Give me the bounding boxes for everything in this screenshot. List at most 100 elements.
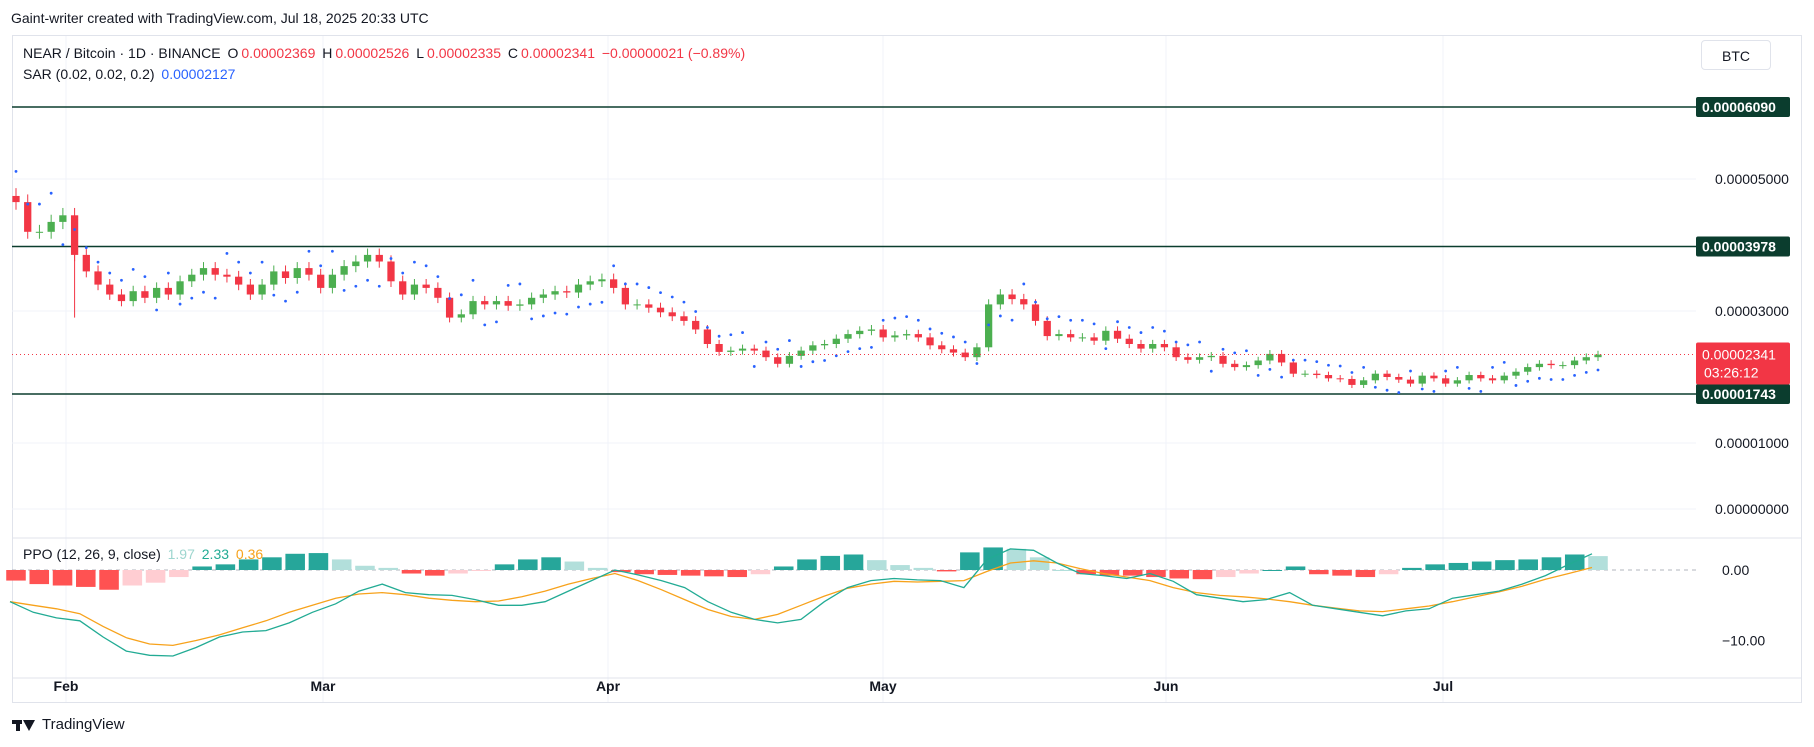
candle-body [1547,363,1555,366]
symbol-label[interactable]: NEAR / Bitcoin · 1D · BINANCE [23,45,221,61]
candle-body [1137,344,1145,349]
sar-dot [178,302,182,306]
footer-brand[interactable]: TradingView [12,716,125,733]
sar-dot [1479,389,1483,393]
candle-body [1266,353,1274,361]
sar-dot [1256,373,1260,377]
sar-dot [225,252,229,255]
sar-dot [377,284,381,288]
sar-dot [108,271,112,275]
sar-dot [659,291,662,295]
sar-dot [1327,363,1330,367]
sar-dot [1338,364,1342,368]
ppo-histogram-bar [843,554,864,570]
candle-body [949,349,958,353]
ppo-histogram-bar [1471,561,1492,570]
candle-body [1359,380,1368,385]
sar-dot [975,362,979,365]
ppo-histogram-bar [1425,564,1445,570]
open-value: 0.00002369 [241,45,316,61]
currency-unit-button[interactable]: BTC [1701,40,1771,70]
candle-body [527,297,536,305]
candle-body [973,347,981,358]
sar-dot [1057,315,1061,319]
candle-body [24,202,32,232]
candle-body [692,320,700,330]
candle-body [445,297,454,318]
footer-brand-label: TradingView [42,716,125,733]
sar-dot [1069,318,1073,322]
ppo-histogram-bar [541,557,561,570]
ppo-histogram-bar [6,570,26,581]
ppo-histogram-bar [1122,570,1143,576]
ppo-histogram-bar [262,557,282,570]
sar-label[interactable]: SAR (0.02, 0.02, 0.2) [23,66,155,82]
sar-dot [963,340,967,344]
sar-dot [1127,326,1131,329]
high-label: H [322,45,333,61]
candle-body [12,195,20,203]
candle-body [1535,363,1544,368]
sar-dot [1444,369,1448,373]
ppo-histogram-bar [378,567,399,570]
time-axis-tick-label: Feb [54,678,79,694]
sar-dot [284,299,287,303]
sar-dot [612,264,616,268]
candle-body [621,287,629,305]
ppo-histogram-bar [401,570,422,574]
sar-dot [518,282,522,286]
sar-dot [1561,378,1565,381]
candle-body [235,276,243,285]
sar-dot [331,249,334,253]
candle-body [1031,304,1040,321]
sar-dot [1409,369,1412,373]
candle-body [1582,357,1590,361]
sar-dot [729,333,733,337]
ppo-label[interactable]: PPO (12, 26, 9, close) [23,546,161,562]
ppo-histogram-bar [145,570,166,583]
tradingview-logo-icon [12,718,38,732]
sar-dot [354,284,358,288]
ppo-histogram-bar [192,566,212,570]
sar-dot [694,310,698,313]
ppo-histogram-bar [1239,570,1259,574]
time-axis-tick-label: Jun [1154,678,1179,694]
candle-body [1207,355,1215,358]
sar-dot [1174,340,1178,344]
sar-dot [1245,349,1248,353]
candle-body [879,329,887,338]
level-price-tag-label: 0.00001743 [1702,386,1776,402]
sar-dot [1186,343,1190,347]
sar-dot [870,346,873,349]
candle-body [809,345,817,351]
sar-dot [858,347,862,351]
candle-body [926,337,934,346]
candle-body [1090,337,1098,341]
sar-dot [1420,387,1424,391]
sar-dot [1373,385,1377,389]
ppo-histogram-bar [1588,556,1608,570]
candle-body [1254,360,1262,366]
sar-dot [811,360,815,364]
candle-body [188,274,196,282]
sar-dot [987,323,991,327]
sar-dot [799,365,803,368]
price-axis-tick-label: 0.00003000 [1715,303,1789,319]
candle-body [1512,371,1520,376]
ppo-histogram-bar [1099,570,1120,576]
sar-dot [834,354,838,358]
candle-body [47,221,55,232]
ppo-histogram-bar [1169,570,1190,579]
candle-body [656,307,665,313]
candle-body [1324,375,1333,379]
sar-dot [1584,370,1588,374]
ppo-histogram-bar [1332,570,1352,576]
candle-body [317,274,325,288]
time-axis-tick-label: Mar [311,678,336,694]
chart-frame[interactable] [12,35,1802,703]
sar-dot [389,257,393,260]
ppo-histogram-bar [564,561,585,570]
ppo-histogram-bar [331,559,352,570]
candle-body [352,261,360,267]
